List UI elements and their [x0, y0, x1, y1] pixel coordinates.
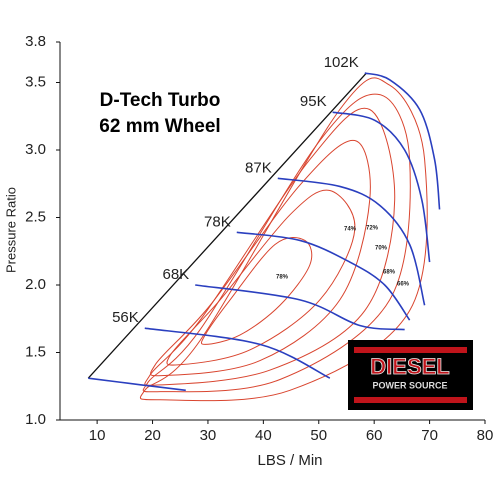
y-tick-label: 3.0: [25, 141, 46, 158]
speed-line: [88, 377, 186, 392]
speed-label: 68K: [162, 266, 189, 283]
y-axis-label: Pressure Ratio: [3, 187, 18, 273]
y-tick-label: 2.5: [25, 208, 46, 225]
surge-line: [87, 72, 367, 379]
speed-line: [332, 111, 431, 263]
speed-line: [195, 284, 405, 331]
efficiency-island: [139, 77, 428, 402]
x-tick-label: 40: [255, 427, 272, 444]
logo-bar: [354, 347, 467, 353]
x-tick-label: 60: [366, 427, 383, 444]
efficiency-island: [150, 140, 371, 377]
y-tick-label: 1.0: [25, 411, 46, 428]
y-tick-label: 1.5: [25, 343, 46, 360]
speed-line: [236, 231, 411, 321]
x-tick-label: 80: [477, 427, 494, 444]
speed-label: 56K: [112, 309, 139, 326]
efficiency-label: 66%: [397, 282, 410, 288]
efficiency-label: 70%: [375, 246, 388, 252]
speed-label: 95K: [300, 93, 327, 110]
efficiency-island: [166, 189, 356, 366]
x-tick-label: 70: [421, 427, 438, 444]
efficiency-label: 74%: [344, 227, 357, 233]
efficiency-label: 78%: [276, 275, 289, 281]
logo-text: DIESEL: [370, 354, 449, 379]
chart-title: D-Tech Turbo: [100, 90, 221, 111]
x-tick-label: 50: [310, 427, 327, 444]
speed-label: 87K: [245, 159, 272, 176]
y-tick-label: 2.0: [25, 276, 46, 293]
logo-text: POWER SOURCE: [372, 380, 447, 390]
speed-line: [144, 327, 331, 379]
chart-subtitle: 62 mm Wheel: [99, 116, 220, 137]
y-tick-label: 3.5: [25, 73, 46, 90]
logo-bar: [354, 397, 467, 403]
x-tick-label: 30: [200, 427, 217, 444]
speed-line: [277, 177, 426, 306]
logo: DIESEL POWER SOURCE: [348, 340, 473, 410]
x-tick-label: 20: [144, 427, 161, 444]
x-axis-label: LBS / Min: [257, 452, 322, 469]
efficiency-island: [144, 107, 396, 386]
efficiency-label: 68%: [383, 270, 396, 276]
efficiency-island: [200, 236, 313, 345]
speed-line: [364, 72, 441, 210]
speed-label: 102K: [324, 54, 359, 71]
y-tick-label: 3.8: [25, 33, 46, 50]
speed-label: 78K: [204, 213, 231, 230]
x-tick-label: 10: [89, 427, 106, 444]
efficiency-label: 72%: [366, 226, 379, 232]
